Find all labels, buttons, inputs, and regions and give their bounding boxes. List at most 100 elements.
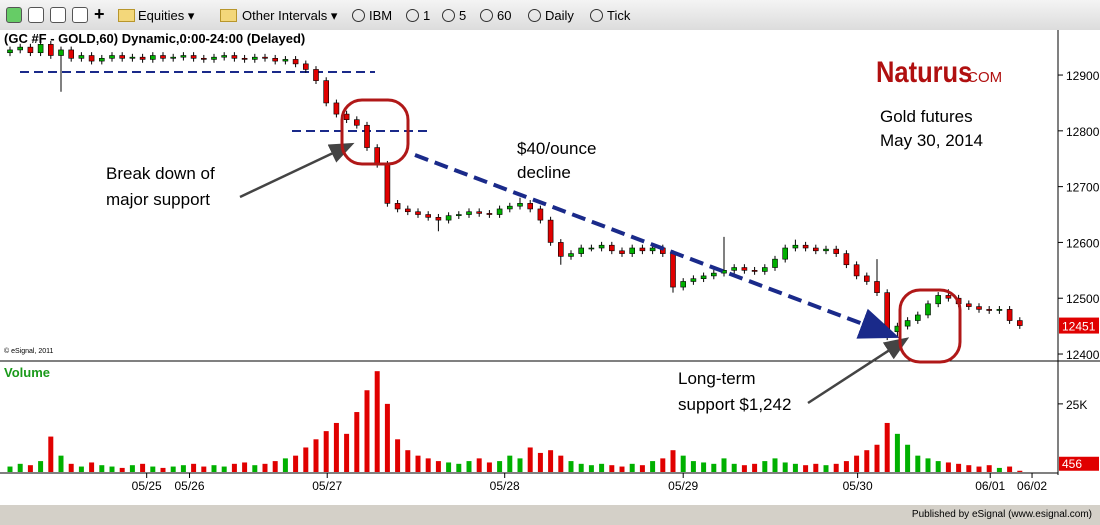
icon[interactable]: [6, 7, 22, 23]
last-price-box: [1059, 317, 1099, 334]
button[interactable]: 60: [480, 8, 511, 23]
volume-bar: [191, 463, 197, 472]
last-volume-box: [1059, 456, 1099, 471]
volume-bar: [854, 455, 860, 472]
y-tick-label: 12400: [1066, 348, 1100, 362]
candle-body: [455, 214, 462, 216]
volume-bar: [272, 461, 278, 472]
candle-body: [578, 247, 585, 254]
icon[interactable]: [50, 7, 66, 23]
volume-bar: [374, 371, 380, 472]
volume-bar: [782, 462, 788, 472]
annotation: support $1,242: [678, 395, 791, 414]
volume-bar: [884, 422, 890, 472]
button[interactable]: Tick: [590, 8, 630, 23]
candle-body: [272, 57, 279, 62]
last-price-label: 12451: [1062, 320, 1096, 334]
footer: Published by eSignal (www.esignal.com): [0, 505, 1100, 525]
volume-bar: [354, 412, 360, 472]
volume-bar: [823, 465, 829, 472]
volume-bar: [905, 444, 911, 472]
candle-body: [68, 49, 74, 59]
volume-bar: [670, 450, 676, 472]
candle-body: [27, 46, 34, 54]
annotation: major support: [106, 190, 210, 209]
volume-bar: [405, 450, 411, 472]
volume-bar: [497, 461, 503, 472]
logo-name: Naturus: [876, 55, 972, 88]
volume-bar: [894, 433, 900, 472]
candle-body: [221, 55, 227, 58]
volume-bar: [874, 444, 880, 472]
volume-bar: [395, 439, 401, 472]
highlight-circle: [340, 98, 410, 166]
volume-bar: [293, 455, 299, 472]
icon[interactable]: [28, 7, 44, 23]
candle-body: [374, 147, 381, 165]
x-tick-label: 05/30: [843, 479, 873, 493]
candle-body: [109, 55, 115, 59]
candle-body: [741, 267, 748, 271]
volume-bar: [772, 458, 778, 472]
icon[interactable]: [72, 7, 88, 23]
volume-bar: [68, 463, 74, 472]
candle-body: [731, 267, 738, 271]
candle-body: [537, 208, 544, 221]
copyright: © eSignal, 2011: [4, 347, 54, 355]
add-button[interactable]: +: [94, 4, 105, 24]
annotation: Long-term: [678, 369, 755, 388]
candle-body: [343, 113, 350, 120]
volume-bar: [415, 455, 421, 472]
candle-body: [751, 270, 758, 272]
button[interactable]: Daily: [528, 8, 574, 23]
candle-body: [802, 244, 809, 249]
volume-bar: [384, 403, 390, 472]
volume-bar: [456, 463, 462, 472]
button-label: 60: [497, 8, 512, 23]
candle-body: [670, 253, 676, 288]
volume-bar: [537, 452, 543, 472]
candle-body: [17, 46, 24, 51]
annotation: Break down of: [106, 164, 215, 183]
volume-bar: [945, 462, 951, 472]
volume-bar: [966, 465, 972, 472]
candle-body: [323, 80, 330, 104]
volume-bar: [119, 467, 125, 472]
candle-body: [37, 44, 44, 54]
candle-body: [231, 55, 238, 59]
candle-body: [47, 44, 54, 56]
y-tick-label: 12700: [1066, 181, 1100, 195]
candle-body: [792, 244, 799, 249]
volume-bar: [639, 465, 645, 472]
volume-bar: [282, 458, 288, 472]
volume-bar: [140, 463, 146, 472]
menu[interactable]: Other Intervals ▾: [242, 8, 338, 23]
button[interactable]: 5: [442, 8, 466, 23]
y-tick-label: 12900: [1066, 69, 1100, 83]
footer-text: Published by eSignal (www.esignal.com): [911, 509, 1092, 520]
volume-bar: [89, 462, 95, 472]
candle-body: [568, 253, 574, 257]
menu[interactable]: Equities ▾: [138, 8, 195, 23]
candle-body: [863, 275, 870, 282]
candle-body: [853, 264, 860, 277]
candle-body: [190, 55, 197, 59]
candle-body: [241, 57, 248, 60]
candle-body: [425, 214, 432, 218]
candle-body: [517, 203, 523, 207]
button[interactable]: IBM: [352, 8, 392, 23]
y-tick-label: 25K: [1066, 398, 1087, 412]
volume-bar: [160, 467, 166, 472]
volume-bar: [344, 433, 350, 472]
candle-body: [506, 205, 513, 210]
x-tick-label: 06/02: [1017, 479, 1047, 493]
candle-body: [986, 309, 993, 311]
button[interactable]: 1: [406, 8, 430, 23]
volume-bar: [588, 465, 594, 472]
candle-body: [608, 244, 615, 252]
volume-bar: [211, 465, 217, 472]
x-tick-label: 05/26: [175, 479, 205, 493]
candle-body: [58, 49, 64, 56]
candle-body: [139, 56, 146, 60]
button-label: 5: [459, 8, 467, 23]
